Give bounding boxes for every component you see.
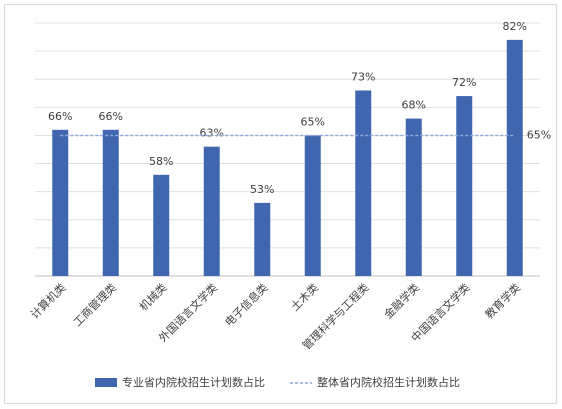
legend-label: 整体省内院校招生计划数占比	[317, 375, 460, 389]
data-label: 66%	[99, 110, 123, 123]
chart-frame	[4, 4, 557, 404]
data-label: 73%	[351, 70, 375, 83]
data-label: 66%	[48, 110, 72, 123]
data-label: 68%	[402, 99, 426, 112]
legend-label: 专业省内院校招生计划数占比	[122, 375, 265, 389]
bar	[456, 96, 473, 276]
data-label: 72%	[452, 76, 476, 89]
bar	[254, 202, 271, 276]
data-label: 65%	[527, 128, 551, 141]
bar	[506, 39, 523, 276]
bar	[203, 146, 220, 276]
bar	[52, 129, 69, 276]
bar	[153, 174, 170, 276]
bar	[405, 118, 422, 276]
bar	[304, 135, 321, 276]
data-label: 65%	[301, 115, 325, 128]
bar	[102, 129, 119, 276]
data-label: 82%	[503, 20, 527, 33]
legend-swatch	[95, 378, 117, 387]
bar	[355, 90, 372, 276]
data-label: 63%	[200, 127, 224, 140]
data-label: 53%	[250, 183, 274, 196]
data-label: 58%	[149, 155, 173, 168]
